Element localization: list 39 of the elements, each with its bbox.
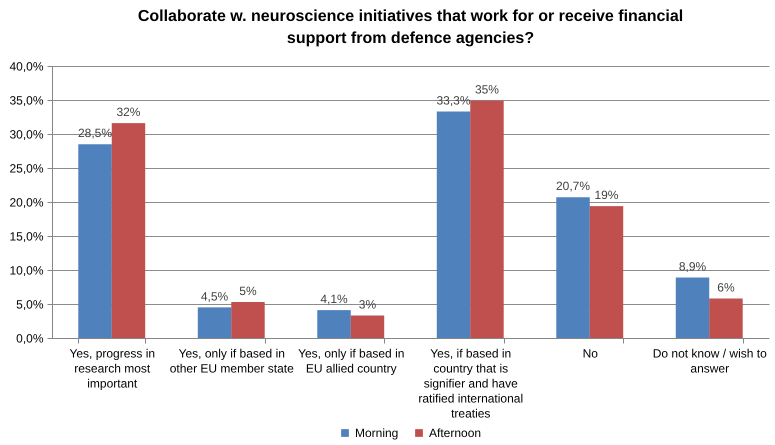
y-tick-label: 15,0% [9, 230, 44, 244]
y-tick-label: 35,0% [9, 94, 44, 108]
data-label: 8,9% [678, 259, 707, 274]
data-label: 20,7% [556, 179, 590, 194]
bar [78, 144, 112, 338]
x-tick-label: Yes, if based in country that is signifier and have ratified international treaties [418, 346, 524, 420]
y-tick-label: 40,0% [9, 60, 44, 74]
legend-label: Morning [355, 426, 398, 440]
bar [231, 302, 265, 338]
bar [556, 197, 590, 338]
chart-title: Collaborate w. neuroscience initiatives that work for or receive financial support from defence agencies? [138, 8, 684, 47]
data-label: 4,1% [320, 292, 348, 306]
data-label: 32% [116, 105, 141, 120]
bar [590, 206, 624, 338]
data-label: 6% [717, 280, 735, 295]
bar [317, 310, 351, 338]
x-tick-label: Yes, only if based in other EU member state [170, 346, 294, 376]
data-label: 19% [594, 188, 619, 202]
x-tick-label: No [582, 346, 598, 360]
bar [198, 307, 232, 338]
y-tick-label: 5,0% [16, 298, 44, 312]
x-tick-label: Yes, progress in research most important [69, 346, 156, 390]
data-label: 35% [474, 82, 500, 97]
x-tick-label: Do not know / wish to answer [652, 346, 768, 376]
y-tick-label: 0,0% [16, 332, 44, 346]
bar [470, 100, 504, 338]
bar [350, 316, 384, 338]
y-tick-label: 30,0% [9, 128, 44, 142]
y-tick-label: 25,0% [9, 162, 44, 176]
legend-label: Afternoon [429, 426, 482, 440]
bar [112, 123, 146, 338]
y-tick-label: 10,0% [9, 264, 44, 278]
bar [709, 298, 743, 338]
bar [436, 112, 470, 338]
bar [676, 277, 710, 338]
data-label: 5% [239, 284, 257, 298]
x-tick-label: Yes, only if based in EU allied country [298, 346, 404, 376]
y-tick-label: 20,0% [9, 196, 44, 210]
data-label: 4,5% [200, 289, 229, 304]
